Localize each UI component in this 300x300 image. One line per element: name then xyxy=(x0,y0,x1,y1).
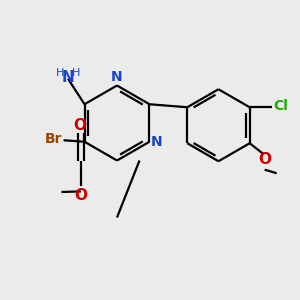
Text: Cl: Cl xyxy=(274,99,289,113)
Text: N: N xyxy=(61,70,74,85)
Text: O: O xyxy=(258,152,271,167)
Text: H: H xyxy=(72,68,81,78)
Text: N: N xyxy=(111,70,123,84)
Text: O: O xyxy=(74,188,88,202)
Text: Br: Br xyxy=(44,132,62,146)
Text: O: O xyxy=(73,118,86,134)
Text: H: H xyxy=(56,68,64,78)
Text: N: N xyxy=(151,135,163,149)
